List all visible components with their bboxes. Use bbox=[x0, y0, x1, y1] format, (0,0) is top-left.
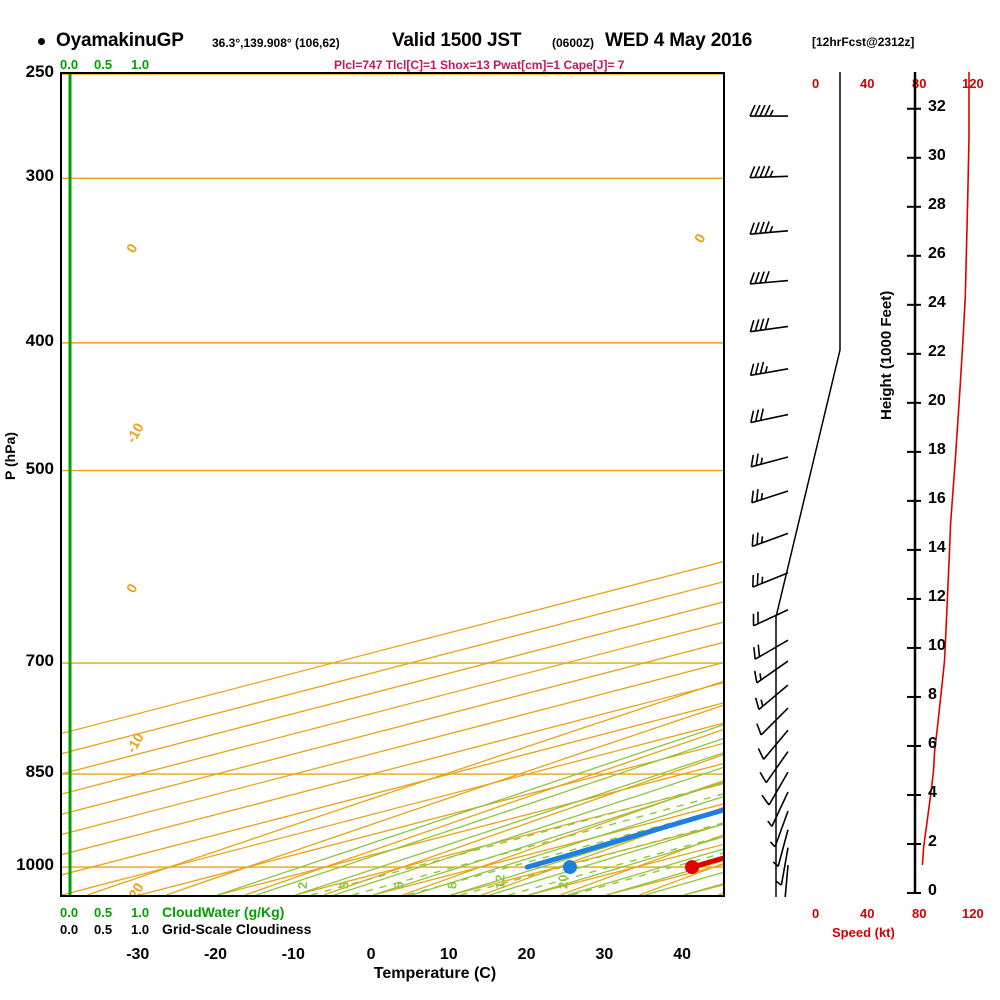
height-tick-8: 8 bbox=[928, 685, 937, 703]
cloudiness-bottom-tick-2: 1.0 bbox=[131, 922, 150, 937]
pressure-tick-500: 500 bbox=[25, 458, 54, 478]
height-tick-16: 16 bbox=[928, 489, 946, 507]
svg-text:-10: -10 bbox=[123, 730, 147, 756]
cloudwater-bottom-tick-0: 0.0 bbox=[60, 905, 79, 920]
height-tick-20: 20 bbox=[928, 391, 946, 409]
cloudiness-bottom-tick-1: 0.5 bbox=[94, 922, 113, 937]
svg-text:12: 12 bbox=[492, 875, 507, 889]
pressure-tick-250: 250 bbox=[25, 62, 54, 81]
cloudiness-axis-title: Grid-Scale Cloudiness bbox=[162, 921, 312, 937]
valid-date: WED 4 May 2016 bbox=[605, 30, 753, 51]
station-coords: 36.3°,139.908° (106,62) bbox=[212, 36, 340, 50]
svg-text:2: 2 bbox=[295, 882, 310, 889]
pressure-tick-300: 300 bbox=[25, 166, 54, 186]
temperature-tick--30: -30 bbox=[126, 946, 150, 963]
height-tick-26: 26 bbox=[928, 244, 946, 262]
valid-time-utc: (0600Z) bbox=[552, 36, 595, 50]
pressure-tick-1000: 1000 bbox=[16, 855, 54, 875]
svg-text:3: 3 bbox=[337, 882, 352, 889]
height-tick-2: 2 bbox=[928, 832, 937, 850]
height-tick-28: 28 bbox=[928, 195, 946, 213]
cloudwater-top-tick-0: 0.0 bbox=[60, 57, 79, 72]
svg-text:-10: -10 bbox=[123, 420, 147, 446]
temperature-tick-10: 10 bbox=[439, 946, 458, 963]
svg-text:5: 5 bbox=[391, 882, 406, 889]
temperature-tick-30: 30 bbox=[595, 946, 614, 963]
temperature-tick--10: -10 bbox=[281, 946, 305, 963]
height-tick-12: 12 bbox=[928, 587, 946, 605]
speed-top-tick-1: 40 bbox=[860, 76, 875, 91]
height-tick-30: 30 bbox=[928, 146, 946, 164]
height-tick-10: 10 bbox=[928, 636, 946, 654]
temperature-tick--20: -20 bbox=[203, 946, 228, 963]
forecast-tag: [12hrFcst@2312z] bbox=[812, 35, 915, 49]
height-tick-24: 24 bbox=[928, 293, 946, 311]
height-tick-22: 22 bbox=[928, 342, 946, 360]
station-marker-dot bbox=[38, 38, 45, 45]
sounding-parameters: Plcl=747 Tlcl[C]=1 Shox=13 Pwat[cm]=1 Ca… bbox=[334, 58, 625, 72]
svg-text:0: 0 bbox=[123, 581, 141, 596]
svg-text:0: 0 bbox=[123, 241, 141, 256]
pressure-tick-400: 400 bbox=[25, 330, 54, 350]
temperature-axis-title: Temperature (C) bbox=[373, 965, 497, 982]
cloudwater-top-tick-1: 0.5 bbox=[94, 57, 113, 72]
height-tick-32: 32 bbox=[928, 97, 946, 115]
speed-bottom-tick-3: 120 bbox=[962, 906, 984, 921]
svg-text:20: 20 bbox=[556, 875, 571, 889]
speed-bottom-tick-1: 40 bbox=[860, 906, 875, 921]
height-tick-0: 0 bbox=[928, 882, 937, 899]
height-tick-4: 4 bbox=[928, 783, 937, 801]
cloudiness-bottom-tick-0: 0.0 bbox=[60, 922, 79, 937]
height-tick-6: 6 bbox=[928, 734, 937, 752]
temperature-tick-20: 20 bbox=[517, 946, 536, 963]
temperature-tick-40: 40 bbox=[673, 946, 691, 963]
station-name: OyamakinuGP bbox=[56, 30, 184, 51]
speed-bottom-tick-0: 0 bbox=[812, 906, 820, 921]
cloudwater-axis-title: CloudWater (g/Kg) bbox=[162, 904, 285, 920]
speed-bottom-tick-2: 80 bbox=[912, 906, 927, 921]
cloudwater-top-tick-2: 1.0 bbox=[131, 57, 150, 72]
temperature-tick-0: 0 bbox=[366, 946, 376, 963]
pressure-tick-700: 700 bbox=[25, 651, 54, 671]
height-axis-panel bbox=[905, 72, 1000, 897]
wind-barb-column bbox=[728, 72, 868, 897]
svg-text:0: 0 bbox=[691, 231, 709, 246]
cloudwater-bottom-tick-1: 0.5 bbox=[94, 905, 113, 920]
cloudwater-bottom-tick-2: 1.0 bbox=[131, 905, 150, 920]
speed-axis-title: Speed (kt) bbox=[832, 925, 895, 940]
pressure-tick-850: 850 bbox=[25, 762, 54, 782]
speed-top-tick-3: 120 bbox=[962, 76, 984, 91]
wind-barb-canvas bbox=[749, 72, 841, 897]
height-axis-canvas bbox=[907, 72, 970, 894]
svg-text:8: 8 bbox=[445, 882, 460, 889]
height-axis-title: Height (1000 Feet) bbox=[878, 290, 895, 420]
valid-time: Valid 1500 JST bbox=[392, 30, 522, 51]
height-tick-14: 14 bbox=[928, 538, 946, 556]
speed-top-tick-0: 0 bbox=[812, 76, 820, 91]
height-tick-18: 18 bbox=[928, 440, 946, 458]
